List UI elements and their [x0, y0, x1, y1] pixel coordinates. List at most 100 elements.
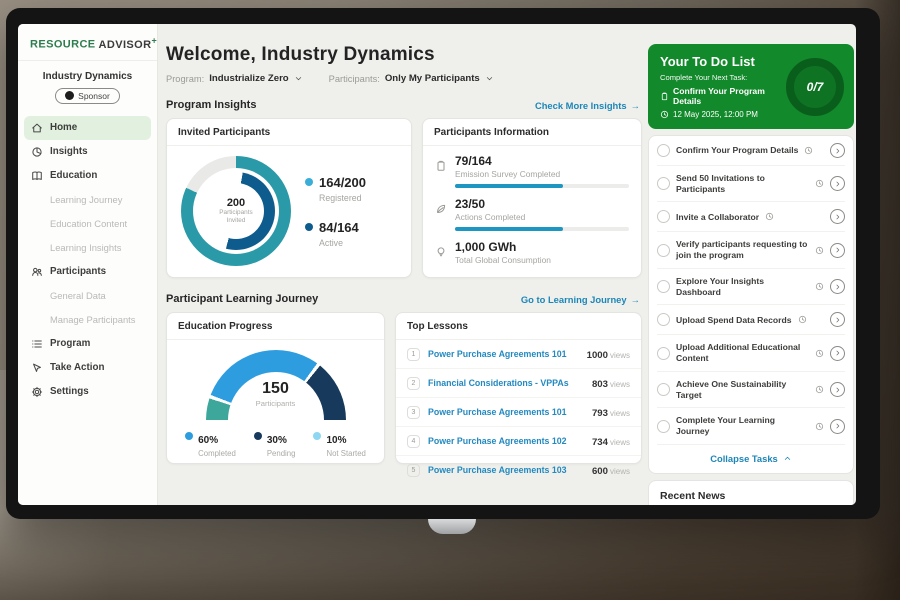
task-checkbox[interactable]	[657, 210, 670, 224]
task-checkbox[interactable]	[657, 313, 670, 327]
sidebar-item-general-data[interactable]: General Data	[18, 284, 157, 308]
sidebar-item-education-content[interactable]: Education Content	[18, 212, 157, 236]
gauge-center: 150 Participants	[206, 380, 346, 408]
legend-label: Pending	[266, 449, 296, 458]
lesson-views-suffix: views	[609, 351, 630, 360]
lesson-views-count: 793	[591, 408, 608, 419]
invited-participants-card: Invited Participants 200 Participants In…	[166, 118, 412, 278]
logo-secondary: ADVISOR+	[98, 35, 158, 51]
task-checkbox[interactable]	[657, 346, 670, 360]
lesson-rank-badge: 5	[407, 463, 420, 477]
lesson-row: 3 Power Purchase Agreements 101 793 views	[396, 398, 641, 427]
sidebar-item-education[interactable]: Education	[18, 164, 157, 188]
task-go-button[interactable]	[830, 345, 845, 361]
todo-progress-value: 0/7	[806, 79, 824, 94]
legend-pct: 10%	[326, 435, 347, 446]
section-title: Participant Learning Journey	[166, 293, 319, 305]
lesson-views-suffix: views	[609, 467, 630, 476]
task-confirm-program-details[interactable]: Confirm Your Program Details	[657, 136, 845, 166]
sidebar-item-participants[interactable]: Participants	[18, 260, 157, 284]
legend-label: Completed	[198, 449, 236, 458]
task-label: Explore Your Insights Dashboard	[676, 275, 765, 297]
chevron-right-icon	[836, 423, 839, 429]
take-action-icon	[33, 363, 41, 372]
legend-active: 84/164 Active	[305, 219, 366, 248]
sidebar-item-settings[interactable]: Settings	[18, 380, 157, 404]
collapse-tasks-link[interactable]: Collapse Tasks	[657, 445, 845, 473]
task-checkbox[interactable]	[657, 280, 670, 294]
program-insights-header: Program Insights Check More Insights →	[166, 99, 642, 111]
task-upload-spend-data[interactable]: Upload Spend Data Records	[657, 305, 845, 336]
sidebar-item-home[interactable]: Home	[24, 115, 151, 140]
education-icon	[32, 171, 42, 180]
sidebar-item-take-action[interactable]: Take Action	[18, 356, 157, 380]
card-title: Invited Participants	[167, 119, 411, 146]
legend-pct: 30%	[266, 435, 287, 446]
task-go-button[interactable]	[830, 242, 845, 258]
link-label: Check More Insights	[534, 99, 627, 111]
sidebar-item-learning-insights[interactable]: Learning Insights	[18, 236, 157, 260]
task-go-button[interactable]	[830, 209, 845, 225]
stat-label: Total Global Consumption	[455, 255, 551, 265]
donut-center-label: Participants Invited	[219, 208, 253, 224]
task-checkbox[interactable]	[657, 177, 670, 191]
card-title: Top Lessons	[396, 313, 641, 340]
task-verify-participants[interactable]: Verify participants requesting to join t…	[657, 232, 845, 269]
sidebar-item-manage-participants[interactable]: Manage Participants	[18, 308, 157, 332]
stat-label: Emission Survey Completed	[455, 169, 561, 179]
task-explore-insights[interactable]: Explore Your Insights Dashboard	[657, 269, 845, 306]
lesson-link[interactable]: Power Purchase Agreements 101	[428, 349, 567, 359]
program-select-label: Program:	[166, 73, 205, 84]
participants-select[interactable]: Participants: Only My Participants	[329, 73, 494, 84]
lesson-views-suffix: views	[609, 438, 630, 447]
lesson-link[interactable]: Power Purchase Agreements 103	[428, 465, 567, 475]
task-go-button[interactable]	[830, 143, 845, 158]
lesson-link[interactable]: Financial Considerations - VPPAs	[428, 378, 569, 388]
logo-plus: +	[151, 35, 158, 45]
sidebar-item-program[interactable]: Program	[18, 332, 157, 356]
task-go-button[interactable]	[830, 312, 845, 328]
task-go-button[interactable]	[830, 382, 845, 398]
stat-value: 1,000 GWh	[455, 240, 517, 254]
legend-label: Active	[319, 238, 343, 248]
task-checkbox[interactable]	[657, 383, 670, 397]
sidebar-item-label: Settings	[50, 386, 89, 398]
sidebar-item-label: Education Content	[50, 218, 128, 230]
task-go-button[interactable]	[830, 279, 845, 295]
chevron-right-icon	[836, 181, 839, 187]
task-achieve-sustainability-target[interactable]: Achieve One Sustainability Target	[657, 372, 845, 409]
settings-gear-icon	[31, 386, 43, 397]
sidebar-item-label: Participants	[50, 266, 107, 278]
task-label: Verify participants requesting to join t…	[676, 239, 808, 261]
check-more-insights-link[interactable]: Check More Insights →	[535, 100, 640, 111]
chevron-right-icon	[836, 247, 839, 253]
learning-journey-header: Participant Learning Journey Go to Learn…	[166, 293, 642, 305]
lesson-link[interactable]: Power Purchase Agreements 101	[428, 407, 567, 417]
task-checkbox[interactable]	[657, 243, 670, 257]
top-lessons-list: 1 Power Purchase Agreements 101 1000 view…	[396, 340, 641, 484]
legend-dot	[305, 178, 313, 186]
donut-legend: 164/200 Registered 84/164 Active	[305, 174, 366, 248]
task-checkbox[interactable]	[657, 419, 670, 433]
task-upload-educational-content[interactable]: Upload Additional Educational Content	[657, 335, 845, 372]
task-label: Send 50 Invitations to Participants	[676, 173, 765, 194]
program-select[interactable]: Program: Industrialize Zero	[166, 73, 303, 84]
lesson-row: 1 Power Purchase Agreements 101 1000 view…	[396, 340, 641, 369]
actions-completed-row: 23/50 Actions Completed	[435, 197, 629, 231]
legend-label: Registered	[319, 193, 362, 203]
task-complete-learning-journey[interactable]: Complete Your Learning Journey	[657, 408, 845, 445]
task-send-invitations[interactable]: Send 50 Invitations to Participants	[657, 166, 845, 203]
task-invite-collaborator[interactable]: Invite a Collaborator	[657, 202, 845, 233]
task-checkbox[interactable]	[657, 144, 670, 157]
todo-subtitle: Complete Your Next Task:	[660, 73, 748, 82]
program-list-icon	[32, 340, 42, 348]
todo-next-task-label: Confirm Your Program Details	[673, 86, 765, 106]
lesson-link[interactable]: Power Purchase Agreements 102	[428, 436, 567, 446]
program-select-value: Industrialize Zero	[209, 73, 289, 84]
sidebar-item-learning-journey[interactable]: Learning Journey	[18, 188, 157, 212]
task-go-button[interactable]	[830, 418, 845, 434]
lesson-rank-badge: 2	[407, 376, 420, 390]
task-go-button[interactable]	[830, 176, 845, 192]
go-to-learning-journey-link[interactable]: Go to Learning Journey →	[521, 294, 640, 305]
sidebar-item-insights[interactable]: Insights	[18, 140, 157, 164]
